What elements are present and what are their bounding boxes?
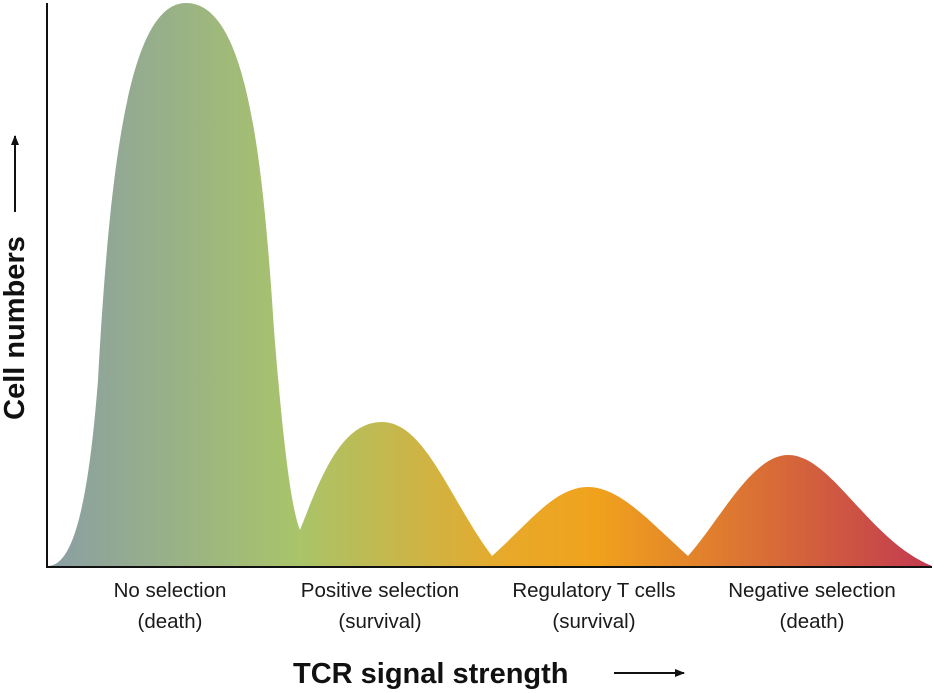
peak-sublabel-positive-selection: (survival) [338,610,421,633]
peak-sublabel-no-selection: (death) [138,610,203,633]
peak-label-positive-selection: Positive selection [301,579,459,602]
y-axis-title: Cell numbers [0,236,31,420]
peak-label-regulatory-t-cells: Regulatory T cells [512,579,675,602]
peak-sublabel-regulatory-t-cells: (survival) [552,610,635,633]
peak-label-negative-selection: Negative selection [728,579,896,602]
peak-label-no-selection: No selection [114,579,227,602]
peak-sublabel-negative-selection: (death) [780,610,845,633]
x-axis-title: TCR signal strength [293,658,569,690]
cell-distribution-curve [48,3,932,566]
